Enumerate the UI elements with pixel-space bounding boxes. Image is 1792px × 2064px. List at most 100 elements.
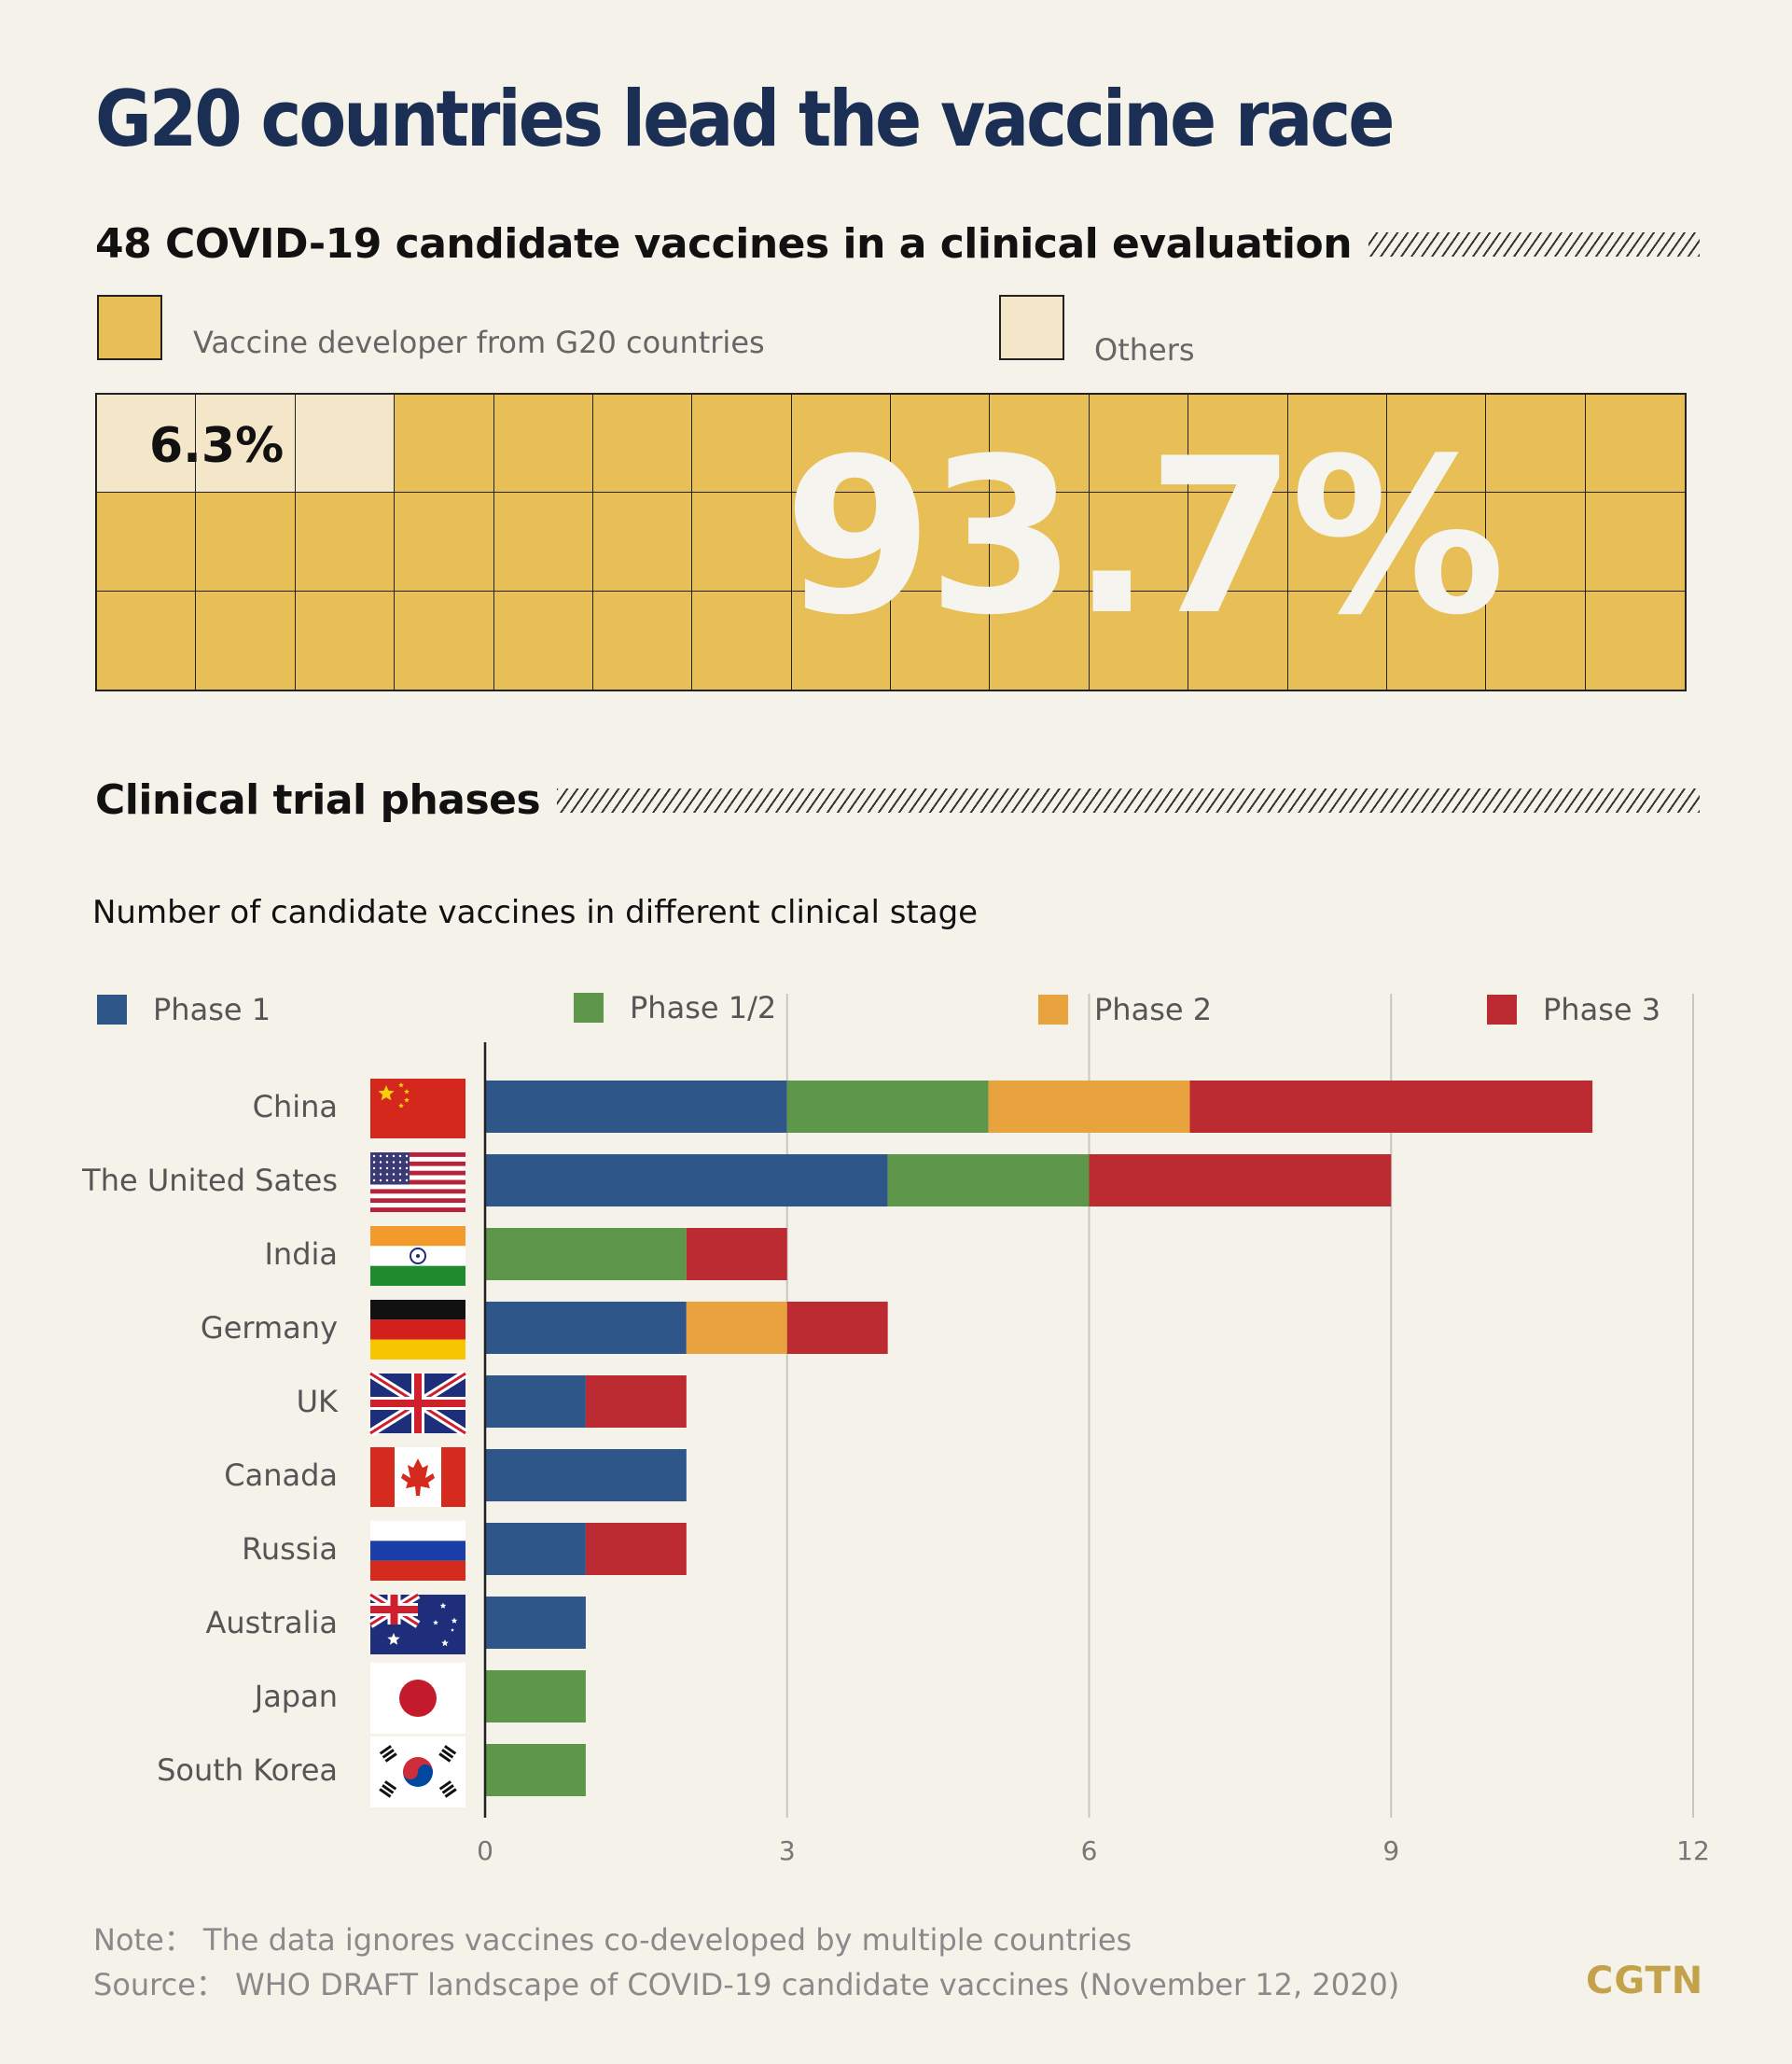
x-tick-label: 3 bbox=[779, 1835, 796, 1866]
legend-phase2: Phase 2 bbox=[1038, 992, 1212, 1027]
bar-segment bbox=[485, 1670, 586, 1722]
waffle-cell-g20 bbox=[1089, 591, 1189, 690]
waffle-cell-g20 bbox=[1486, 591, 1586, 690]
bar-segment bbox=[485, 1523, 586, 1575]
category-label: Germany bbox=[201, 1310, 338, 1346]
bar-segment bbox=[485, 1449, 687, 1501]
legend-phase2-label: Phase 2 bbox=[1094, 992, 1213, 1027]
bar-segment bbox=[485, 1744, 586, 1796]
bar-segment bbox=[887, 1154, 1090, 1206]
waffle-cell-others bbox=[295, 395, 396, 494]
waffle-cell-g20 bbox=[1188, 591, 1288, 690]
legend-phase2-swatch bbox=[1038, 995, 1068, 1025]
waffle-cell-g20 bbox=[1188, 395, 1288, 494]
bar-segment bbox=[988, 1081, 1190, 1133]
category-label: Japan bbox=[253, 1679, 338, 1714]
waffle-cell-g20 bbox=[791, 493, 891, 592]
australia-flag-icon bbox=[368, 1591, 465, 1654]
chart-subtitle: Number of candidate vaccines in differen… bbox=[92, 894, 979, 931]
section2-header: Clinical trial phases bbox=[95, 776, 1700, 824]
g20-percentage: 93.7% bbox=[784, 413, 1506, 662]
waffle-cell-g20 bbox=[891, 591, 991, 690]
category-label: Canada bbox=[224, 1457, 338, 1493]
stacked-bar-chart: 0 3 6 9 12 China The United Sates India Germany U… bbox=[81, 994, 1710, 1866]
legend-phase3: Phase 3 bbox=[1487, 992, 1660, 1027]
legend-phase1-swatch bbox=[97, 995, 127, 1025]
legend-phase1-label: Phase 1 bbox=[153, 992, 271, 1027]
india-flag-icon bbox=[370, 1226, 465, 1286]
bar-segment bbox=[686, 1228, 787, 1280]
hatch-divider bbox=[557, 788, 1700, 813]
waffle-cell-g20 bbox=[395, 395, 494, 494]
source-text: Source： WHO DRAFT landscape of COVID-19 … bbox=[93, 1967, 1400, 2002]
waffle-cell-g20 bbox=[1287, 395, 1387, 494]
bar-segment bbox=[1089, 1154, 1392, 1206]
hatch-divider bbox=[1368, 231, 1700, 257]
bar-segment bbox=[786, 1081, 989, 1133]
waffle-cell-g20 bbox=[196, 493, 296, 592]
bar-segment bbox=[686, 1302, 787, 1354]
waffle-cell-g20 bbox=[692, 395, 792, 494]
waffle-grid bbox=[95, 393, 1687, 691]
x-tick-label: 0 bbox=[477, 1835, 493, 1866]
legend-phase3-label: Phase 3 bbox=[1543, 992, 1661, 1027]
legend-phase12: Phase 1/2 bbox=[574, 990, 776, 1025]
waffle-cell-g20 bbox=[493, 591, 593, 690]
waffle-cell-g20 bbox=[592, 395, 693, 494]
waffle-cell-g20 bbox=[295, 493, 396, 592]
legend-others-swatch bbox=[999, 295, 1064, 360]
legend-others-label: Others bbox=[1094, 332, 1195, 368]
section1-heading: 48 COVID-19 candidate vaccines in a clin… bbox=[95, 220, 1353, 268]
waffle-cell-g20 bbox=[891, 395, 991, 494]
japan-flag-icon bbox=[370, 1663, 465, 1734]
waffle-cell-g20 bbox=[1585, 591, 1685, 690]
bar-segment bbox=[786, 1302, 888, 1354]
waffle-cell-g20 bbox=[1486, 395, 1586, 494]
x-tick-label: 12 bbox=[1676, 1835, 1710, 1866]
category-label: UK bbox=[297, 1384, 339, 1419]
waffle-cell-g20 bbox=[1287, 591, 1387, 690]
others-percentage: 6.3% bbox=[149, 418, 285, 474]
category-label: South Korea bbox=[157, 1752, 338, 1788]
waffle-cell-g20 bbox=[395, 591, 494, 690]
page-title: G20 countries lead the vaccine race bbox=[95, 75, 1395, 165]
legend-phase12-label: Phase 1/2 bbox=[630, 990, 777, 1025]
waffle-cell-g20 bbox=[97, 591, 197, 690]
waffle-cell-g20 bbox=[295, 591, 396, 690]
waffle-cell-g20 bbox=[493, 493, 593, 592]
waffle-cell-g20 bbox=[1386, 395, 1487, 494]
waffle-cell-g20 bbox=[1386, 493, 1487, 592]
category-label: Russia bbox=[242, 1531, 338, 1567]
waffle-cell-g20 bbox=[1486, 493, 1586, 592]
waffle-cell-g20 bbox=[692, 591, 792, 690]
china-flag-icon bbox=[370, 1079, 465, 1138]
waffle-cell-g20 bbox=[692, 493, 792, 592]
bar-segment bbox=[485, 1228, 687, 1280]
waffle-cell-g20 bbox=[592, 591, 693, 690]
bar-segment bbox=[485, 1302, 687, 1354]
legend-g20-swatch bbox=[97, 295, 162, 360]
category-label: China bbox=[253, 1089, 338, 1124]
legend-phase12-swatch bbox=[574, 993, 604, 1023]
legend-g20-label: Vaccine developer from G20 countries bbox=[193, 325, 765, 360]
cgtn-logo: CGTN bbox=[1586, 1959, 1704, 2002]
bar-segment bbox=[485, 1375, 586, 1428]
x-tick-label: 6 bbox=[1081, 1835, 1098, 1866]
waffle-cell-g20 bbox=[1287, 493, 1387, 592]
waffle-cell-g20 bbox=[1585, 395, 1685, 494]
waffle-cell-g20 bbox=[891, 493, 991, 592]
waffle-cell-others bbox=[196, 395, 296, 494]
waffle-cell-g20 bbox=[990, 395, 1090, 494]
section2-heading: Clinical trial phases bbox=[95, 776, 541, 824]
waffle-cell-g20 bbox=[1089, 395, 1189, 494]
usa-flag-icon bbox=[370, 1152, 465, 1212]
waffle-cell-g20 bbox=[1089, 493, 1189, 592]
waffle-cell-g20 bbox=[1386, 591, 1487, 690]
bar-segment bbox=[485, 1081, 787, 1133]
category-label: India bbox=[264, 1236, 338, 1272]
waffle-cell-g20 bbox=[990, 493, 1090, 592]
waffle-cell-g20 bbox=[97, 493, 197, 592]
bar-segment bbox=[1189, 1081, 1593, 1133]
uk-flag-icon bbox=[368, 1370, 468, 1437]
waffle-cell-g20 bbox=[1585, 493, 1685, 592]
